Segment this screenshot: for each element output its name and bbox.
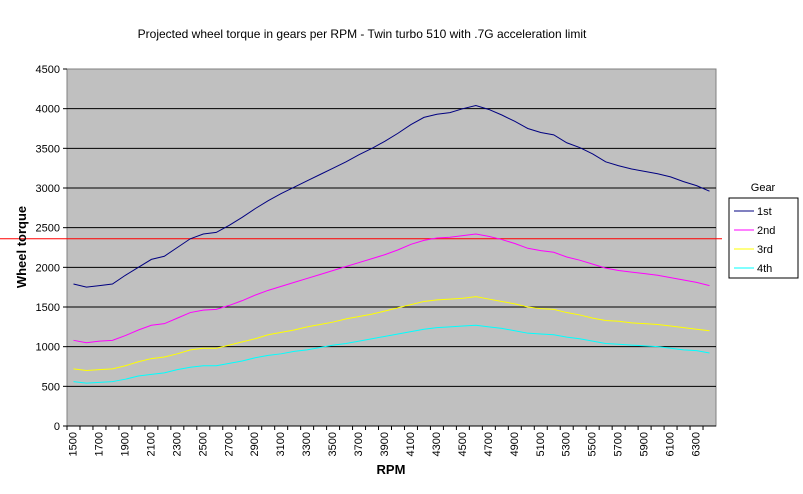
gridlines xyxy=(67,108,716,387)
y-tick-label: 1000 xyxy=(36,342,60,354)
x-tick-label: 5300 xyxy=(561,432,573,456)
y-tick-label: 1500 xyxy=(36,302,60,314)
series-line-4th xyxy=(73,324,710,384)
series-line-1st xyxy=(73,104,710,288)
x-tick-label: 5900 xyxy=(639,432,651,456)
y-tick-label: 4500 xyxy=(36,64,60,76)
legend-label: 4th xyxy=(757,263,772,275)
y-tick-label: 3000 xyxy=(36,183,60,195)
series-lines xyxy=(73,104,710,384)
series-line-3rd xyxy=(73,296,710,371)
y-tick-label: 500 xyxy=(42,381,60,393)
x-tick-label: 2700 xyxy=(223,432,235,456)
x-tick-label: 4100 xyxy=(405,432,417,456)
chart-title: Projected wheel torque in gears per RPM … xyxy=(138,27,587,41)
x-tick-label: 4900 xyxy=(509,432,521,456)
legend-label: 2nd xyxy=(757,225,775,237)
x-tick-label: 6300 xyxy=(691,432,703,456)
legend-label: 3rd xyxy=(757,244,773,256)
x-tick-label: 3100 xyxy=(275,432,287,456)
y-tick-label: 0 xyxy=(54,421,60,433)
y-axis-ticks: 0 500 1000 1500 2000 2500 3000 3500 4000 4500 xyxy=(36,64,67,433)
x-tick-label: 1700 xyxy=(93,432,105,456)
x-axis-ticks: 1500 1700 1900 2100 2300 2500 2700 2900 3100 3300… xyxy=(66,425,716,456)
x-tick-label: 3500 xyxy=(327,432,339,456)
x-tick-label: 2100 xyxy=(145,432,157,456)
x-tick-label: 3300 xyxy=(301,432,313,456)
x-tick-label: 1500 xyxy=(67,432,79,456)
x-tick-label: 2500 xyxy=(197,432,209,456)
y-tick-label: 2500 xyxy=(36,223,60,235)
x-tick-label: 1900 xyxy=(119,432,131,456)
x-tick-label: 3900 xyxy=(379,432,391,456)
y-tick-label: 4000 xyxy=(36,104,60,116)
plot-area xyxy=(66,68,717,427)
series-line-2nd xyxy=(73,233,710,344)
x-tick-label: 4700 xyxy=(483,432,495,456)
x-tick-label: 5100 xyxy=(535,432,547,456)
y-tick-label: 2000 xyxy=(36,262,60,274)
y-tick-label: 3500 xyxy=(36,143,60,155)
x-tick-label: 4300 xyxy=(431,432,443,456)
legend-label: 1st xyxy=(757,206,772,218)
y-axis-label: Wheel torque xyxy=(14,206,29,288)
legend: 1st 2nd 3rd 4th xyxy=(728,197,799,279)
x-tick-label: 6100 xyxy=(665,432,677,456)
x-tick-label: 5500 xyxy=(587,432,599,456)
legend-title: Gear xyxy=(751,182,776,194)
x-tick-label: 4500 xyxy=(457,432,469,456)
x-tick-label: 2300 xyxy=(171,432,183,456)
x-tick-label: 3700 xyxy=(353,432,365,456)
x-tick-label: 2900 xyxy=(249,432,261,456)
x-axis-label: RPM xyxy=(377,462,406,477)
x-tick-label: 5700 xyxy=(613,432,625,456)
